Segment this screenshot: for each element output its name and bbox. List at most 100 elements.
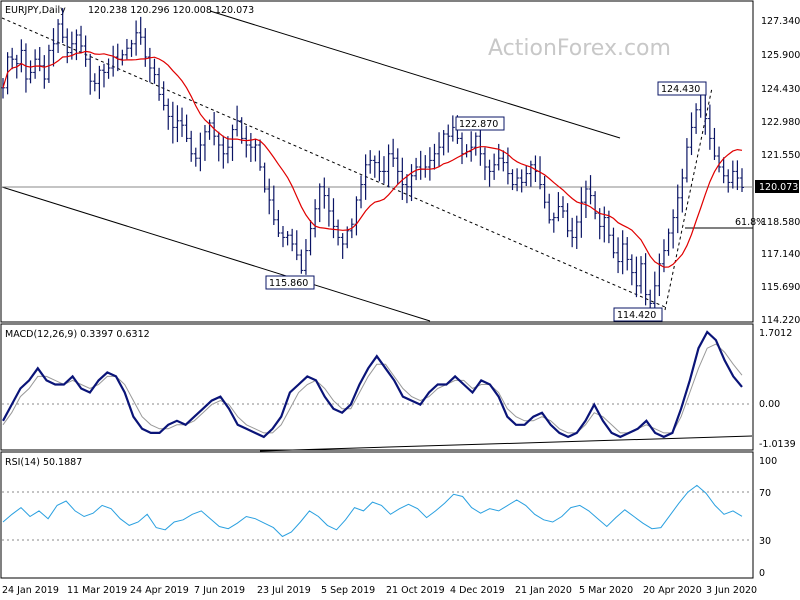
price-bar: [170, 101, 175, 144]
price-bar: [519, 169, 524, 193]
price-bar: [395, 148, 400, 184]
price-bar: [634, 256, 639, 298]
price-bar: [340, 233, 345, 259]
price-bar: [248, 132, 253, 162]
label-122-870: 122.870: [455, 116, 505, 131]
price-bar: [23, 43, 28, 93]
price-bar: [175, 105, 180, 143]
main-title: EURJPY,Daily: [5, 5, 66, 16]
price-bar: [391, 138, 396, 167]
y-tick-1: 125.900: [761, 50, 800, 61]
moving-average-line: [2, 50, 743, 268]
price-bar: [611, 227, 616, 259]
macd-tick-zero: 0.00: [759, 399, 780, 410]
x-tick-1: 11 Mar 2019: [67, 585, 127, 596]
price-bar: [524, 165, 529, 187]
x-tick-9: 5 Mar 2020: [579, 585, 633, 596]
label-124-430: 124.430: [657, 81, 707, 96]
price-bar: [473, 132, 478, 156]
price-bar: [464, 144, 469, 158]
dashed-trend-line: [1, 17, 666, 308]
label-box: [657, 81, 707, 96]
price-bar: [404, 174, 409, 204]
y-tick-2: 124.430: [761, 84, 800, 95]
price-bar: [501, 150, 506, 172]
price-bar: [74, 29, 79, 61]
price-bar: [276, 209, 281, 237]
x-tick-3: 7 Jun 2019: [194, 585, 245, 596]
price-bar: [556, 192, 561, 222]
price-bar: [97, 65, 102, 99]
price-bar: [280, 226, 285, 248]
price-bar: [143, 28, 148, 67]
price-bar: [235, 105, 240, 137]
price-bar: [294, 230, 299, 261]
price-bar: [303, 239, 308, 275]
label-114-420: 114.420: [613, 307, 663, 322]
price-bar: [740, 168, 744, 192]
price-bar: [42, 55, 47, 89]
price-bar: [363, 154, 368, 200]
rsi-tick-100: 100: [759, 456, 777, 467]
price-bar: [680, 168, 685, 213]
price-bar: [730, 160, 735, 189]
price-bar: [423, 155, 428, 178]
price-bar: [65, 28, 70, 64]
price-bar: [230, 124, 235, 161]
price-bar: [290, 228, 295, 252]
price-bar: [432, 143, 437, 170]
price-bar: [308, 219, 313, 256]
x-tick-8: 21 Jan 2020: [515, 585, 572, 596]
macd-tick-max: 1.7012: [759, 328, 792, 339]
price-bar: [726, 169, 731, 193]
price-bar: [180, 107, 185, 137]
price-bar: [400, 157, 405, 200]
price-bar: [258, 139, 263, 171]
price-bar: [583, 180, 588, 218]
price-bar: [37, 47, 42, 72]
x-tick-0: 24 Jan 2019: [2, 585, 59, 596]
price-bar: [189, 130, 194, 162]
price-bar: [221, 135, 226, 169]
price-bar: [528, 160, 533, 187]
price-bar: [469, 131, 474, 162]
price-bar: [629, 254, 634, 286]
price-bar: [542, 175, 547, 209]
price-bar: [386, 144, 391, 188]
price-bar: [106, 58, 111, 79]
price-bar: [92, 73, 97, 92]
price-bar: [643, 253, 648, 306]
price-bar: [381, 156, 386, 184]
x-tick-11: 3 Jun 2020: [706, 585, 757, 596]
rsi-panel-frame: [0, 451, 754, 579]
x-tick-10: 20 Apr 2020: [643, 585, 702, 596]
price-bar: [735, 160, 740, 191]
label-115-860-text: 115.860: [269, 278, 308, 289]
macd-panel-frame: [0, 323, 754, 451]
x-tick-6: 21 Oct 2019: [386, 585, 445, 596]
x-tick-5: 5 Sep 2019: [321, 585, 375, 596]
price-bar: [427, 147, 432, 181]
label-124-430-text: 124.430: [661, 84, 700, 95]
price-bar: [625, 237, 630, 271]
current-price-box: [755, 180, 799, 193]
price-bar: [616, 237, 621, 274]
price-bar: [450, 115, 455, 142]
label-box: [613, 307, 663, 322]
y-tick-6: 118.580: [761, 217, 800, 228]
price-bar: [33, 49, 38, 79]
price-bar: [313, 199, 318, 238]
macd-title: MACD(12,26,9) 0.3397 0.6312: [5, 329, 150, 340]
main-y-axis: 127.340 125.900 124.430 122.980 121.550 …: [761, 16, 800, 326]
price-bar: [414, 157, 419, 181]
price-bar: [129, 39, 134, 57]
price-bar: [487, 159, 492, 187]
price-bar: [46, 44, 51, 83]
price-bar: [602, 206, 607, 243]
price-bar: [717, 146, 722, 173]
main-ohlc: 120.238 120.296 120.008 120.073: [88, 5, 254, 16]
price-bar: [694, 103, 699, 134]
price-bar: [446, 124, 451, 153]
price-bar: [138, 16, 143, 45]
